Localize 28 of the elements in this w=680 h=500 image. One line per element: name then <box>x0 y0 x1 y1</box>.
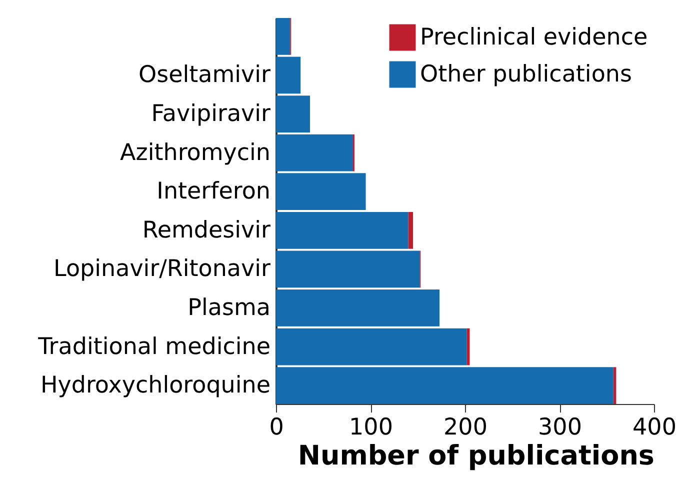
y-tick-label: Azithromycin <box>120 140 270 166</box>
y-tick-label: Remdesivir <box>142 217 272 244</box>
bar <box>276 250 420 288</box>
bar <box>276 328 467 366</box>
bar <box>276 367 614 404</box>
bar <box>276 173 366 210</box>
bar <box>408 212 414 249</box>
bar <box>276 290 440 326</box>
y-tick-label: Lopinavir/Ritonavir <box>54 256 272 282</box>
x-tick-label: 0 <box>269 414 284 440</box>
y-tick-label: Interferon <box>156 178 270 205</box>
legend-label: Preclinical evidence <box>420 24 648 50</box>
x-tick-label: 200 <box>444 414 488 440</box>
x-tick-label: 100 <box>349 414 393 440</box>
y-tick-label: Oseltamivir <box>138 62 272 88</box>
y-tick-label: Plasma <box>188 294 270 321</box>
x-tick-label: 300 <box>538 414 582 440</box>
bar <box>276 212 408 249</box>
y-tick-label: Favipiravir <box>151 101 272 128</box>
legend-label: Other publications <box>420 62 632 88</box>
bar <box>276 96 310 132</box>
y-tick-label: Traditional medicine <box>37 334 270 360</box>
bar <box>276 18 290 55</box>
bar <box>276 56 301 94</box>
y-tick-label: Hydroxychloroquine <box>40 372 270 399</box>
bar <box>276 134 353 172</box>
x-tick-label: 400 <box>632 414 676 440</box>
x-axis-title: Number of publications <box>298 440 654 472</box>
